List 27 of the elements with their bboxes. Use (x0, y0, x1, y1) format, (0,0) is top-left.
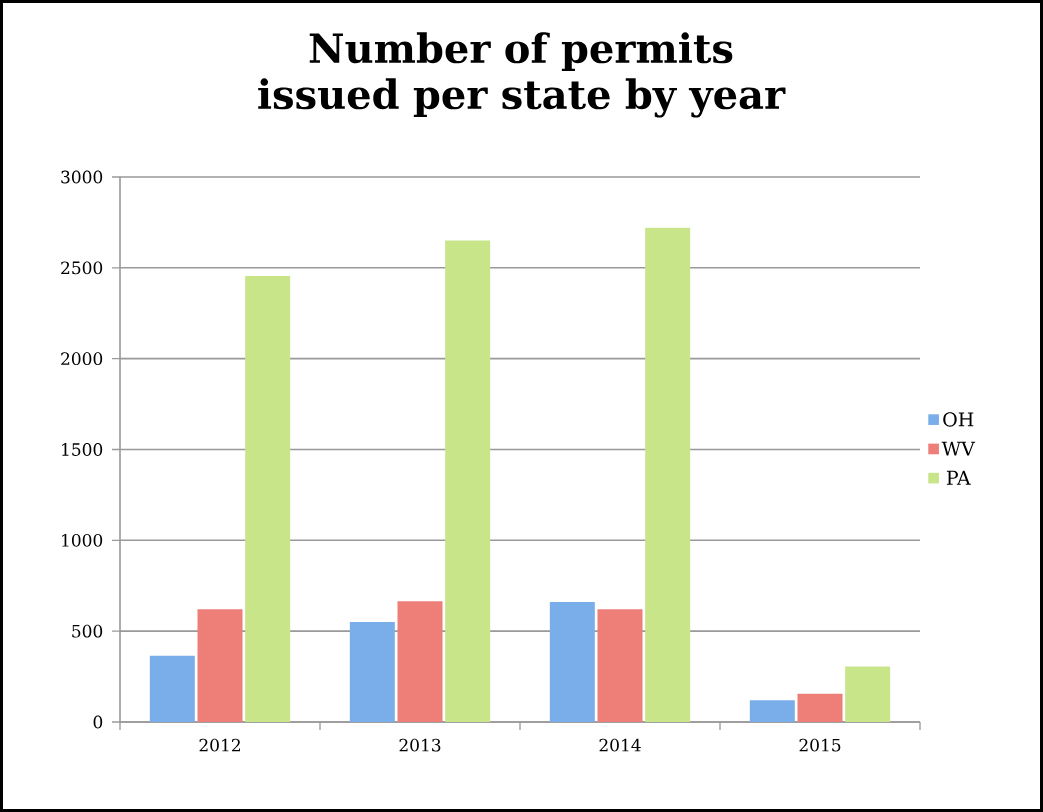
legend-label: OH (943, 412, 974, 427)
y-tick-label: 3000 (61, 170, 103, 184)
legend-label: WV (941, 441, 976, 456)
bar (445, 240, 491, 722)
legend-label: PA (946, 470, 971, 485)
y-tick-label: 1500 (62, 443, 103, 456)
bar (797, 693, 843, 722)
y-tick-label: 500 (72, 624, 103, 638)
bar (597, 609, 643, 722)
y-tick-label: 2000 (61, 352, 103, 366)
y-tick-label: 2500 (61, 261, 103, 275)
x-tick-label: 2014 (599, 738, 641, 752)
x-tick-label: 2013 (399, 738, 441, 752)
y-tick-label: 1000 (62, 533, 103, 547)
chart-title: Number of permits issued per state by year (258, 32, 786, 118)
bar (549, 602, 595, 722)
bar (397, 601, 443, 722)
bar (749, 700, 795, 722)
bar (245, 276, 291, 722)
bar (645, 227, 691, 722)
x-tick-label: 2015 (799, 738, 841, 752)
bar (349, 622, 395, 722)
y-tick-label: 0 (93, 715, 103, 729)
bar (149, 655, 195, 722)
bar (845, 666, 891, 722)
bar (197, 609, 243, 722)
x-tick-label: 2012 (199, 738, 240, 752)
